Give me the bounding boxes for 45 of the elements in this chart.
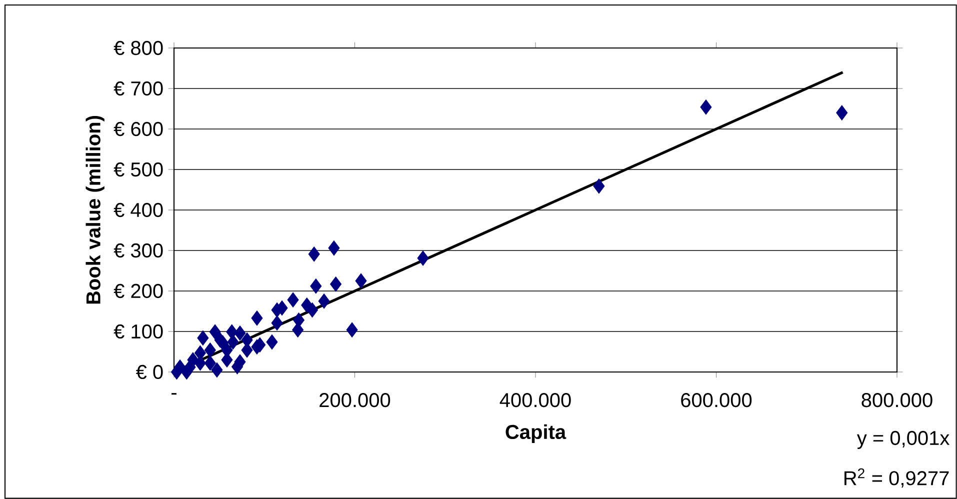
- x-axis-title: Capita: [506, 424, 566, 443]
- y-tick-label: € 700: [114, 81, 163, 96]
- y-tick-label: € 200: [114, 284, 163, 298]
- point: [234, 326, 246, 341]
- point: [700, 100, 712, 115]
- point: [214, 332, 226, 348]
- point: [328, 240, 340, 256]
- y-axis-title: Book value (million): [86, 116, 104, 304]
- y-tick-label: € 400: [114, 202, 163, 218]
- point: [204, 342, 216, 358]
- x-tick-label: 800.000: [862, 393, 932, 408]
- y-tick-label: € 0: [136, 364, 163, 380]
- point: [184, 360, 196, 375]
- x-tick-label: 400.000: [500, 393, 571, 408]
- point: [266, 334, 278, 350]
- text: y = 0,001x: [856, 430, 950, 450]
- point: [204, 355, 216, 371]
- y-tick-label: € 500: [114, 162, 163, 177]
- point: [251, 310, 263, 326]
- point: [211, 362, 223, 378]
- y-tick-label: € 300: [114, 243, 163, 258]
- point: [355, 273, 367, 288]
- x-tick-label: 200.000: [320, 393, 390, 408]
- text: R$^{2}$ = 0,9277: [844, 468, 949, 488]
- point: [306, 302, 318, 318]
- point: [170, 364, 182, 380]
- y-tick-label: € 600: [114, 122, 163, 136]
- point: [310, 278, 322, 294]
- point: [287, 292, 299, 308]
- point: [227, 334, 239, 350]
- y-tick-label: € 100: [114, 324, 163, 339]
- point: [593, 178, 605, 194]
- x-tick-label: 600.000: [681, 393, 752, 408]
- point: [271, 315, 283, 331]
- point: [308, 246, 320, 262]
- point: [318, 294, 330, 309]
- point: [209, 324, 221, 340]
- y-tick-label: € 800: [114, 40, 163, 56]
- point: [197, 330, 209, 346]
- point: [836, 105, 848, 120]
- point: [292, 322, 304, 338]
- point: [417, 250, 429, 266]
- x-tick-label: -: [172, 393, 176, 395]
- point: [330, 276, 342, 292]
- point: [346, 322, 358, 338]
